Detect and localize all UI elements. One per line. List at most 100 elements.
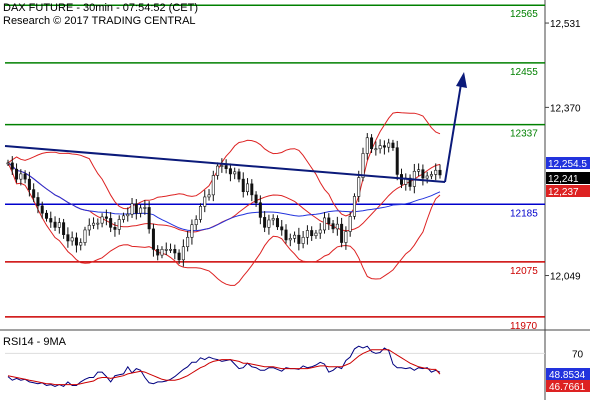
candle-body (194, 219, 198, 226)
candle-body (100, 216, 104, 224)
candle-body (348, 216, 352, 232)
candle-body (335, 223, 339, 230)
candle-body (104, 216, 108, 219)
candle-body (378, 145, 382, 150)
y-tick-label: 12,370 (550, 103, 581, 114)
candle-body (164, 249, 168, 251)
candle-body (434, 169, 438, 175)
candle-body (280, 226, 284, 231)
projection-arrow (444, 77, 463, 183)
candle-body (70, 237, 74, 242)
candle-body (361, 153, 365, 178)
candle-body (6, 162, 10, 165)
price-tag-box (546, 157, 590, 169)
candle-body (365, 137, 369, 154)
candle-body (288, 238, 292, 241)
candle-body (224, 165, 228, 169)
projection-arrow-head (456, 72, 467, 88)
candle-body (318, 229, 322, 234)
candle-body (267, 219, 271, 228)
rsi-value-tag-label: 48.8534 (549, 370, 586, 381)
bollinger-upper-band (7, 111, 441, 217)
candle-body (143, 207, 147, 209)
candle-body (331, 223, 335, 230)
candle-body (198, 206, 202, 220)
candle-body (74, 237, 78, 246)
candle-body (53, 221, 57, 228)
candle-body (241, 178, 245, 193)
price-tag-box (546, 172, 590, 184)
candle-body (314, 232, 318, 237)
candle-body (177, 252, 181, 261)
candle-body (83, 229, 87, 243)
candle-body (147, 207, 151, 230)
candle-body (27, 178, 31, 190)
candle-body (357, 177, 361, 197)
level-label-12185: 12185 (510, 208, 538, 219)
candle-body (263, 217, 267, 228)
candle-body (190, 224, 194, 238)
candle-body (92, 222, 96, 226)
candle-body (220, 165, 224, 167)
candle-body (49, 218, 53, 223)
moving-average-long (7, 162, 441, 232)
level-label-12337: 12337 (510, 129, 538, 140)
candle-body (275, 218, 279, 228)
candle-body (293, 234, 297, 239)
level-label-11970: 11970 (510, 321, 538, 332)
candle-body (130, 203, 134, 215)
candle-body (211, 175, 215, 196)
candle-body (425, 175, 429, 179)
price-tag-label: 12,237 (548, 187, 579, 198)
candle-body (395, 147, 399, 175)
candle-body (40, 205, 44, 214)
rsi-series-9ma (7, 349, 441, 386)
rsi-panel-title: RSI14 - 9MA (3, 336, 66, 348)
candle-body (79, 242, 83, 246)
candle-body (340, 223, 344, 243)
candle-body (310, 230, 314, 237)
candle-body (87, 224, 91, 231)
candle-body (126, 213, 130, 217)
candle-body (344, 231, 348, 243)
candle-body (382, 145, 386, 148)
candle-body (429, 174, 433, 177)
candle-body (109, 218, 113, 228)
candle-body (10, 162, 14, 170)
candle-body (216, 165, 220, 176)
y-tick-label: 12,049 (550, 272, 581, 283)
rsi-value-tag-box (546, 368, 590, 380)
candle-body (391, 142, 395, 149)
candle-body (305, 230, 309, 238)
candle-body (327, 217, 331, 224)
candle-body (438, 169, 442, 176)
candle-body (36, 197, 40, 207)
rsi-value-tag-label: 46.7661 (549, 382, 586, 393)
chart-copyright: Research © 2017 TRADING CENTRAL (3, 15, 196, 27)
candle-body (96, 222, 100, 225)
candle-body (117, 219, 121, 230)
candle-body (237, 171, 241, 180)
candle-body (370, 137, 374, 150)
candle-body (323, 217, 327, 231)
chart-title: DAX FUTURE - 30min - 07:54:52 (CET) (3, 2, 198, 14)
candle-body (374, 148, 378, 151)
candle-body (203, 196, 207, 207)
rsi-y-tick-label: 70 (572, 349, 584, 360)
candle-body (134, 203, 138, 214)
candle-body (387, 142, 391, 148)
candle-body (254, 194, 258, 204)
candle-body (246, 183, 250, 193)
candle-body (151, 228, 155, 250)
candle-body (173, 249, 177, 254)
level-label-12455: 12455 (510, 67, 538, 78)
rsi-value-tag-box (546, 380, 590, 392)
rsi-series-rsi14 (7, 345, 441, 387)
candle-body (160, 249, 164, 256)
candle-body (301, 236, 305, 244)
candle-body (408, 177, 412, 187)
candle-body (250, 183, 254, 196)
candle-body (19, 173, 23, 180)
candle-body (258, 202, 262, 218)
